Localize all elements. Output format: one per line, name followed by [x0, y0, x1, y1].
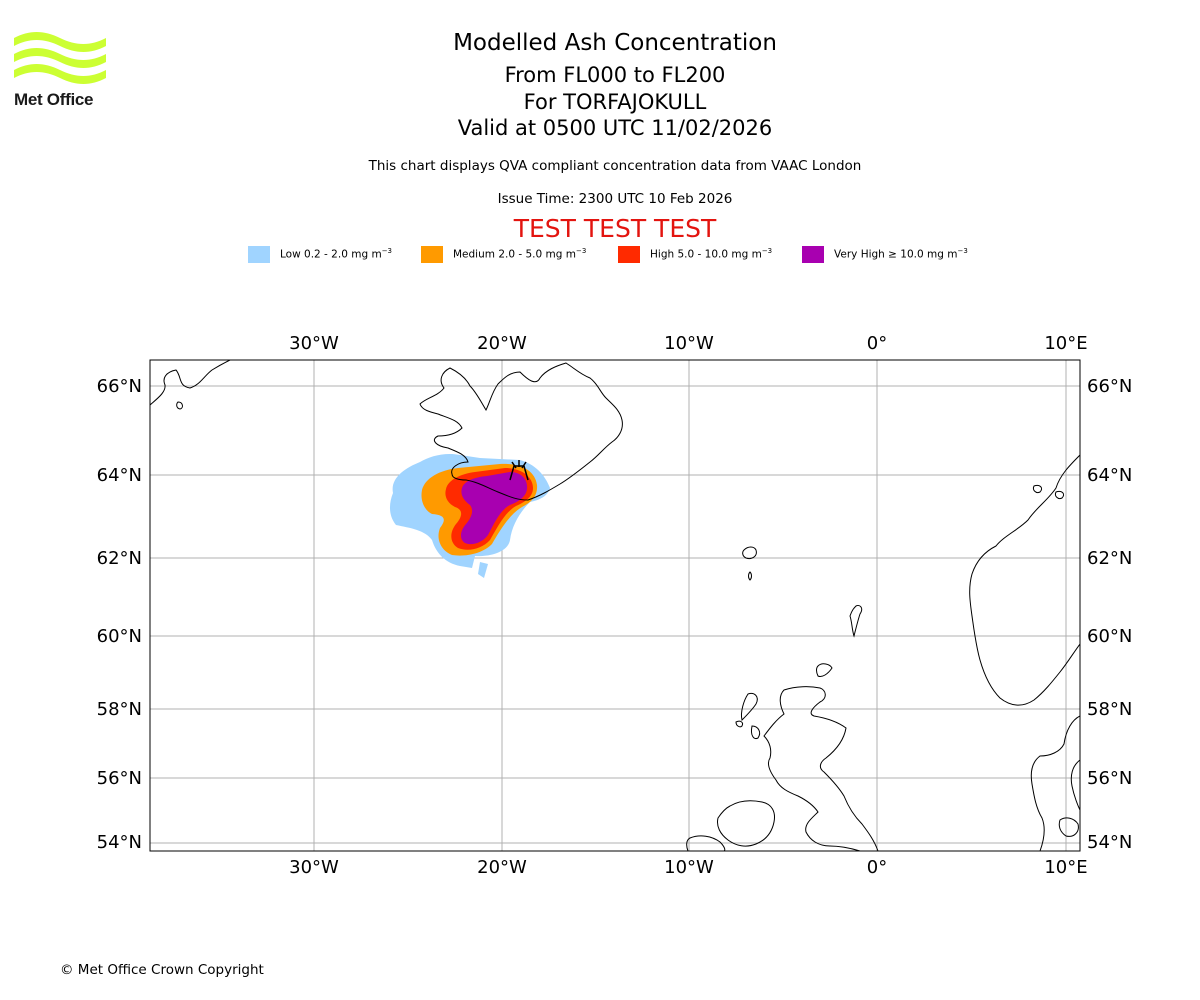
legend-label-high: High 5.0 - 10.0 mg m: [650, 248, 762, 261]
lon-label-top: 20°W: [477, 333, 527, 354]
lon-label-bottom: 20°W: [477, 857, 527, 878]
lat-label-left: 60°N: [97, 626, 142, 647]
lon-label-top: 10°E: [1044, 333, 1087, 354]
lat-label-right: 64°N: [1087, 465, 1132, 486]
lon-label-top: 10°W: [664, 333, 714, 354]
ash-area-very-high: [460, 472, 528, 545]
legend-swatch-very-high: [802, 245, 824, 263]
legend-label-low: Low 0.2 - 2.0 mg m: [280, 248, 382, 261]
lat-label-right: 60°N: [1087, 626, 1132, 647]
lat-label-right: 54°N: [1087, 832, 1132, 853]
legend-label-medium: Medium 2.0 - 5.0 mg m: [453, 248, 576, 261]
lat-label-left: 64°N: [97, 465, 142, 486]
lat-label-right: 66°N: [1087, 376, 1132, 397]
lon-label-bottom: 30°W: [289, 857, 339, 878]
subtitle: This chart displays QVA compliant concen…: [368, 158, 862, 174]
lat-label-left: 66°N: [97, 376, 142, 397]
valid-time: Valid at 0500 UTC 11/02/2026: [457, 116, 773, 140]
test-banner: TEST TEST TEST: [513, 214, 717, 243]
logo-text: Met Office: [14, 90, 94, 109]
issue-time: Issue Time: 2300 UTC 10 Feb 2026: [497, 191, 733, 207]
copyright-notice: © Met Office Crown Copyright: [60, 962, 264, 978]
legend-item-high: High 5.0 - 10.0 mg m−3: [618, 244, 772, 264]
ash-area-low-fragment: [478, 562, 488, 578]
lat-label-left: 58°N: [97, 699, 142, 720]
lon-label-top: 0°: [867, 333, 887, 354]
lon-label-top: 30°W: [289, 333, 339, 354]
legend-item-low: Low 0.2 - 2.0 mg m−3: [248, 244, 392, 264]
met-office-logo: Met Office: [14, 30, 106, 109]
lat-label-left: 56°N: [97, 768, 142, 789]
volcano-icon: [509, 460, 529, 481]
met-office-wave-icon: [14, 32, 106, 84]
lon-label-bottom: 10°E: [1044, 857, 1087, 878]
legend-label-very-high: Very High ≥ 10.0 mg m: [834, 248, 958, 261]
chart-title: Modelled Ash Concentration: [453, 30, 777, 56]
map-frame: [149, 359, 1081, 852]
lat-label-left: 54°N: [97, 832, 142, 853]
gridlines: [150, 360, 1080, 851]
volcano-name: For TORFAJOKULL: [523, 90, 707, 114]
lat-label-left: 62°N: [97, 548, 142, 569]
legend-swatch-medium: [421, 245, 443, 263]
coastlines: [150, 360, 1080, 851]
lat-label-right: 62°N: [1087, 548, 1132, 569]
lat-label-right: 58°N: [1087, 699, 1132, 720]
legend-swatch-low: [248, 245, 270, 263]
flight-levels: From FL000 to FL200: [504, 63, 726, 87]
legend-item-very-high: Very High ≥ 10.0 mg m−3: [802, 244, 968, 264]
legend-swatch-high: [618, 245, 640, 263]
lon-label-bottom: 0°: [867, 857, 887, 878]
legend-item-medium: Medium 2.0 - 5.0 mg m−3: [421, 244, 586, 264]
lat-label-right: 56°N: [1087, 768, 1132, 789]
lon-label-bottom: 10°W: [664, 857, 714, 878]
